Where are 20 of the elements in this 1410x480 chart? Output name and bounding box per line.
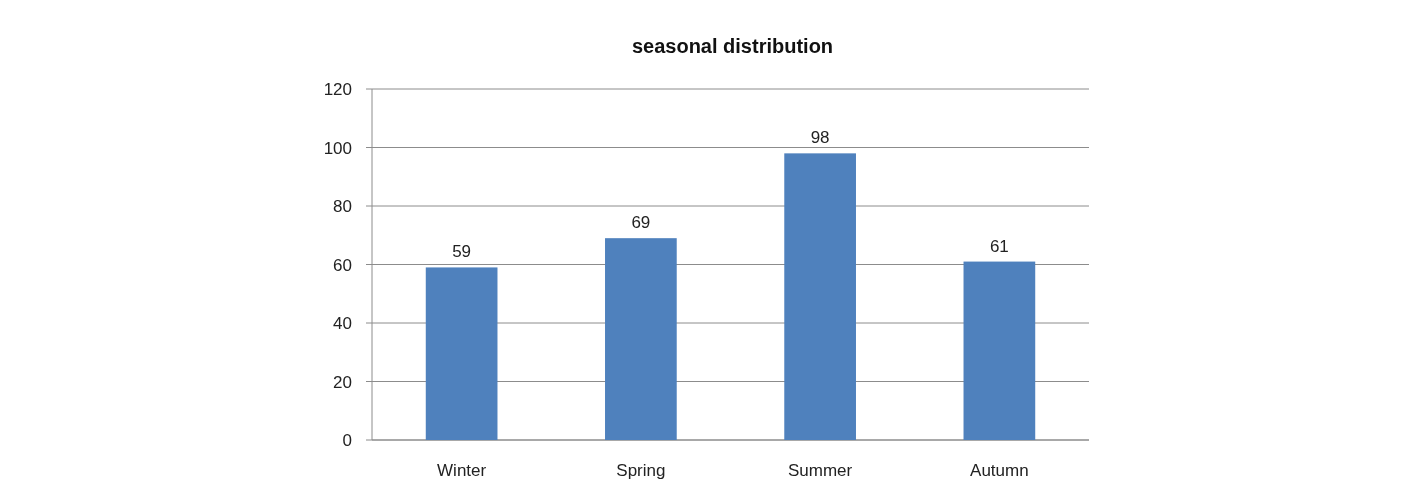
- data-label: 59: [452, 242, 472, 262]
- x-tick-label: Autumn: [970, 461, 1029, 480]
- chart-title: seasonal distribution: [631, 35, 834, 57]
- bar: [784, 153, 856, 440]
- x-tick-label: Summer: [788, 461, 853, 480]
- y-tick-label: 60: [333, 255, 352, 275]
- y-tick-label: 80: [333, 197, 352, 216]
- data-label: 69: [631, 213, 651, 233]
- bar: [425, 267, 498, 440]
- data-label: 61: [989, 236, 1009, 256]
- data-label: 98: [810, 128, 830, 148]
- bar: [963, 261, 1036, 440]
- y-tick-label: 100: [323, 138, 352, 158]
- x-tick-label: Winter: [437, 461, 487, 480]
- bar: [605, 238, 677, 440]
- y-tick-label: 120: [323, 80, 352, 99]
- y-tick-label: 40: [333, 314, 352, 333]
- y-tick-label: 0: [342, 431, 352, 450]
- x-tick-label: Spring: [616, 461, 666, 480]
- y-tick-label: 20: [333, 372, 352, 392]
